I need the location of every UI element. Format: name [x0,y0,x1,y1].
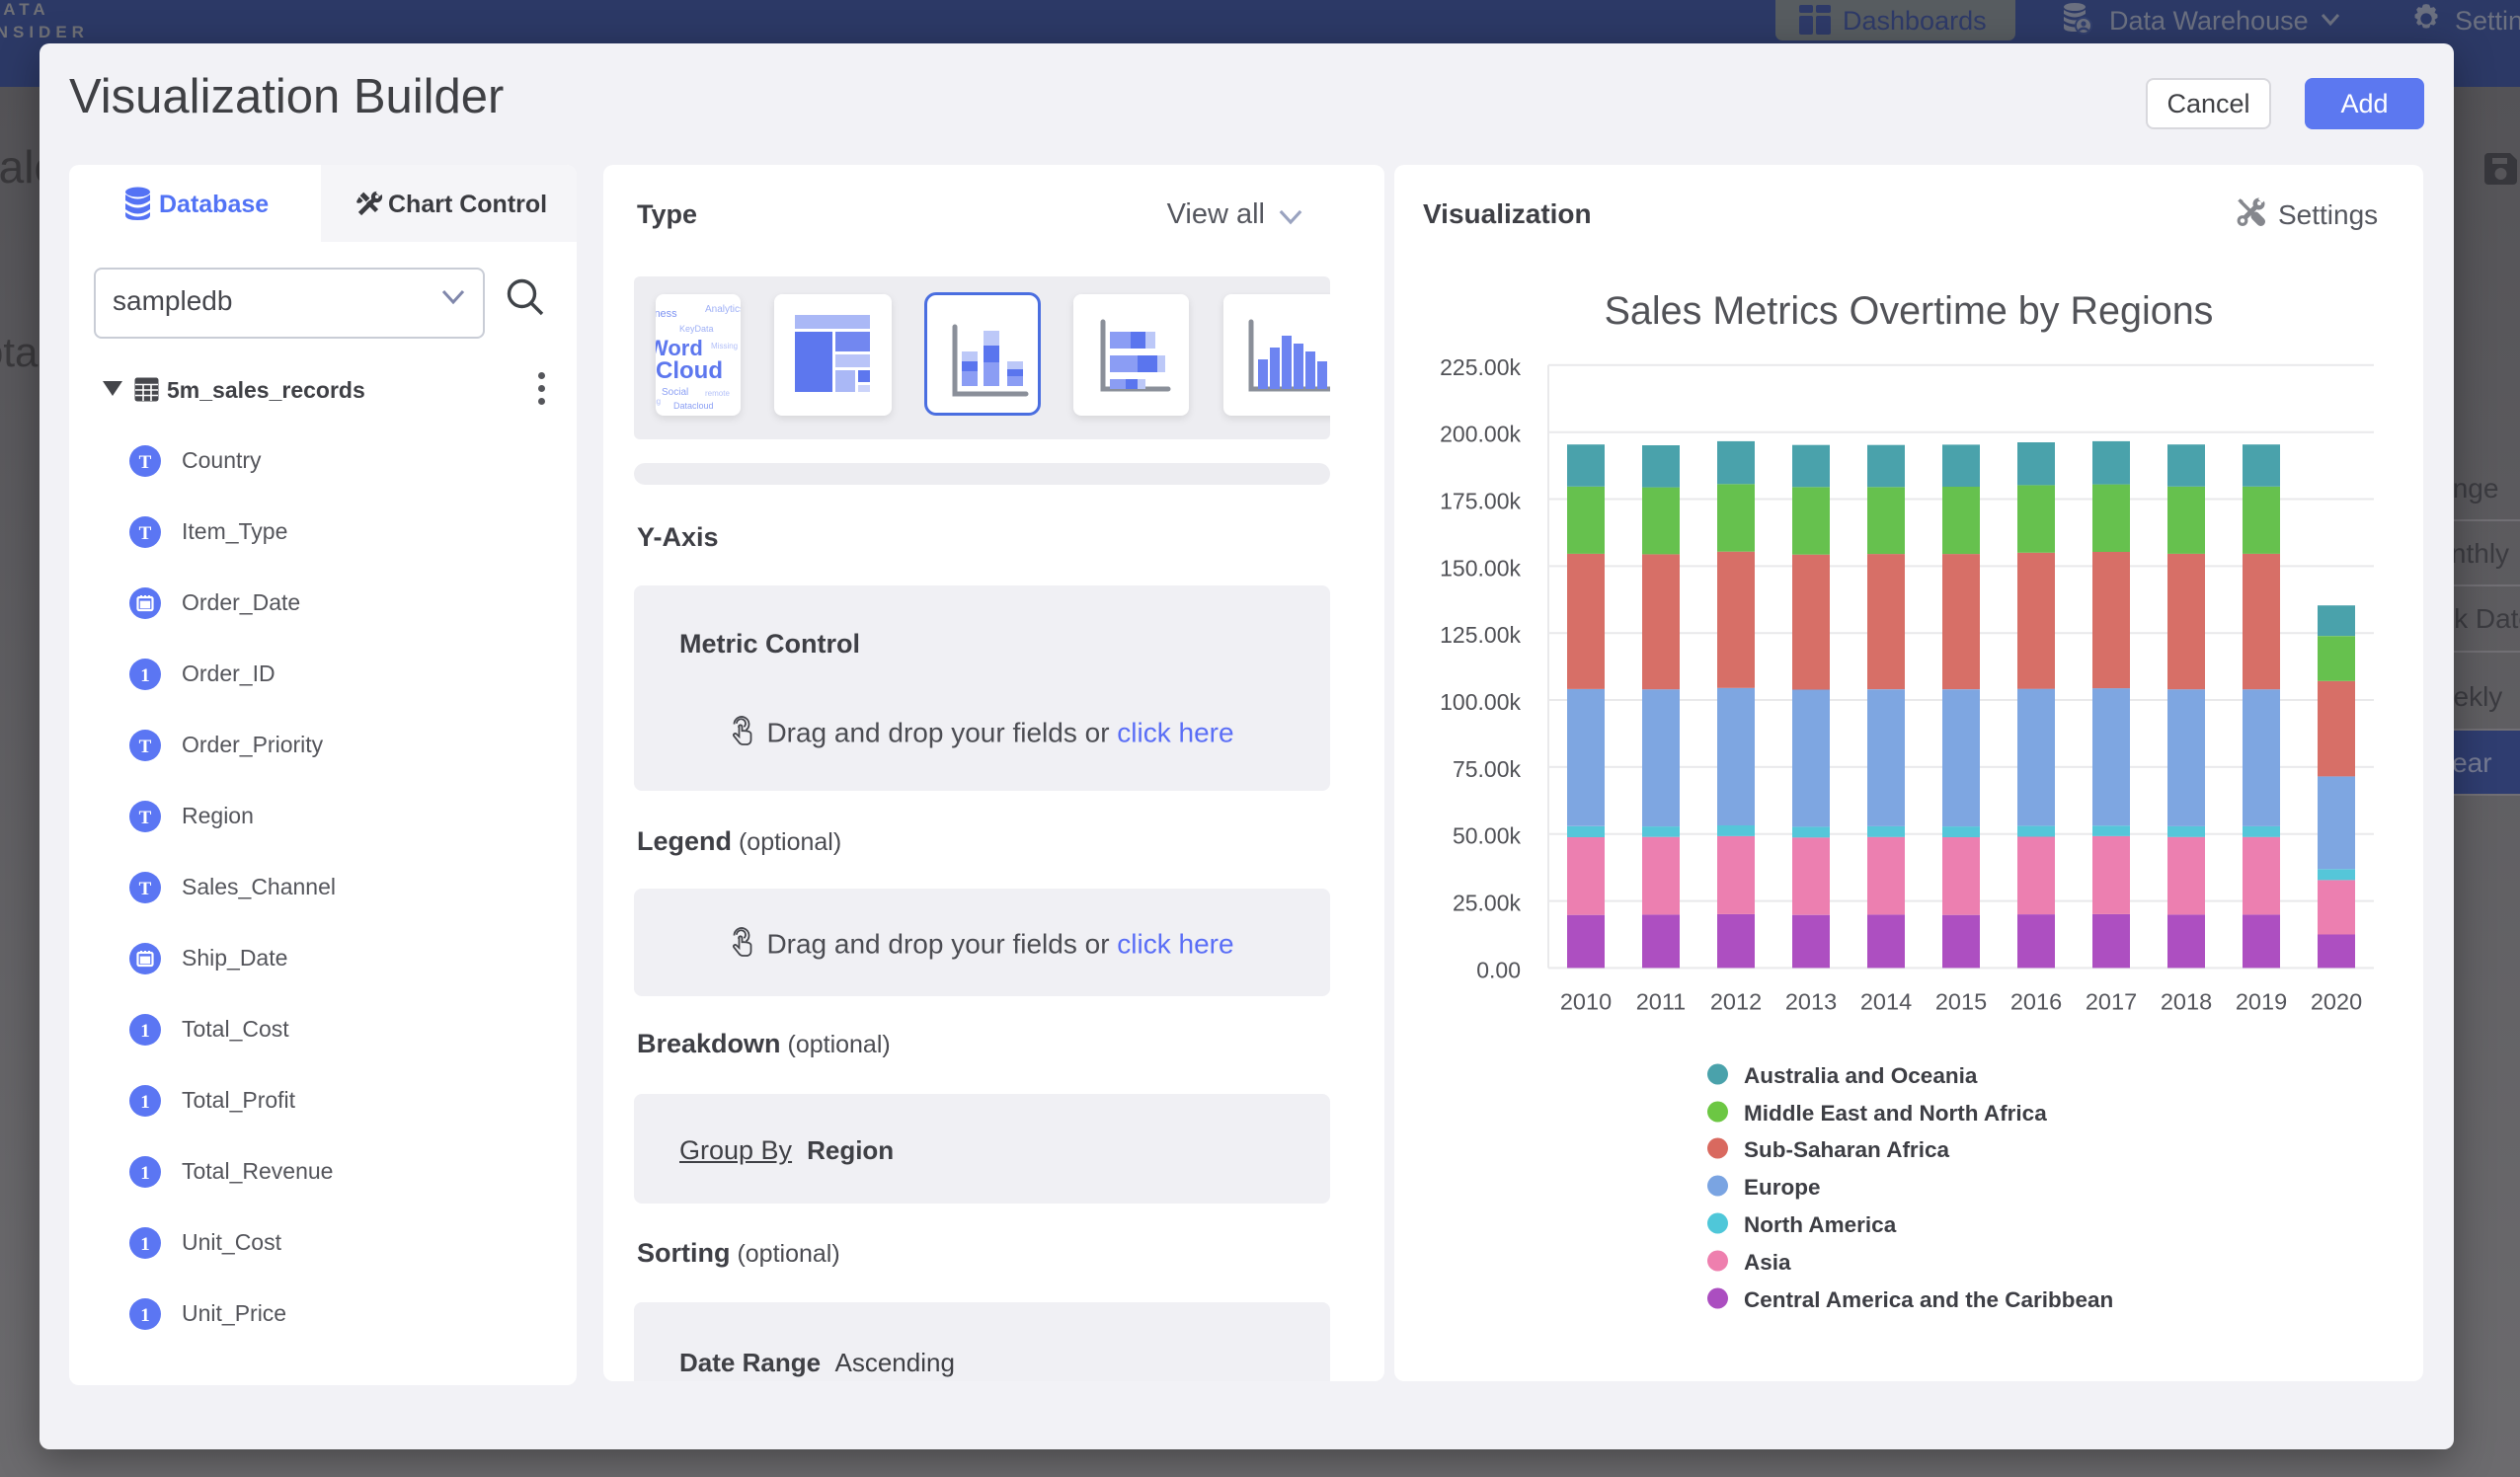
svg-text:100.00k: 100.00k [1440,689,1521,715]
svg-text:T: T [139,879,152,899]
svg-text:1: 1 [140,1092,150,1113]
svg-text:2018: 2018 [2161,988,2212,1014]
svg-text:T: T [139,737,152,757]
svg-text:Central America and the Caribb: Central America and the Caribbean [1744,1287,2113,1312]
svg-text:1: 1 [140,1163,150,1184]
svg-text:Sub-Saharan Africa: Sub-Saharan Africa [1744,1137,1949,1162]
svg-text:125.00k: 125.00k [1440,622,1521,648]
svg-text:1: 1 [140,1234,150,1255]
svg-text:2013: 2013 [1785,988,1837,1014]
svg-text:Australia and Oceania: Australia and Oceania [1744,1063,1978,1088]
svg-text:Europe: Europe [1744,1175,1821,1200]
svg-text:2019: 2019 [2236,988,2287,1014]
svg-text:Middle East and North Africa: Middle East and North Africa [1744,1101,2047,1126]
svg-text:2020: 2020 [2311,988,2362,1014]
svg-text:175.00k: 175.00k [1440,489,1521,514]
svg-text:2015: 2015 [1935,988,1987,1014]
svg-text:75.00k: 75.00k [1453,756,1522,782]
svg-text:2012: 2012 [1710,988,1762,1014]
svg-text:1: 1 [140,1305,150,1326]
svg-text:50.00k: 50.00k [1453,823,1522,849]
svg-text:T: T [139,523,152,544]
svg-text:T: T [139,808,152,828]
svg-text:200.00k: 200.00k [1440,422,1521,447]
svg-text:1: 1 [140,1021,150,1042]
svg-text:150.00k: 150.00k [1440,555,1521,581]
svg-text:25.00k: 25.00k [1453,891,1522,916]
svg-text:Asia: Asia [1744,1250,1791,1275]
svg-text:2017: 2017 [2086,988,2137,1014]
svg-text:2016: 2016 [2010,988,2062,1014]
svg-text:2010: 2010 [1560,988,1612,1014]
svg-text:225.00k: 225.00k [1440,354,1521,380]
svg-text:0.00: 0.00 [1476,957,1521,982]
svg-text:T: T [139,452,152,473]
svg-text:1: 1 [140,665,150,686]
svg-text:North America: North America [1744,1212,1897,1237]
svg-text:2011: 2011 [1636,988,1687,1014]
svg-text:2014: 2014 [1860,988,1912,1014]
